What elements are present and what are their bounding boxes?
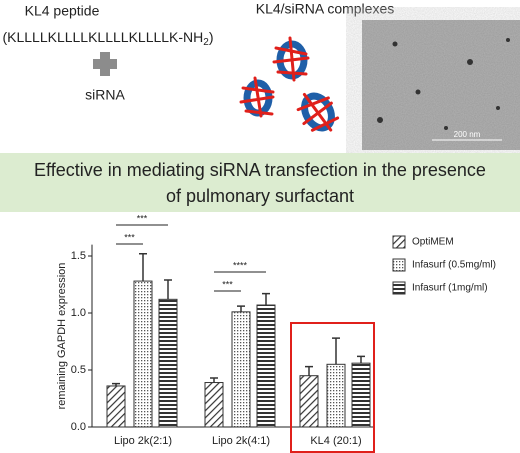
sirna-label: siRNA [85,87,125,103]
x-tick-label: Lipo 2k(4:1) [212,435,270,447]
error-bar [305,365,313,376]
highlight-box [290,322,375,453]
error-bar [210,377,218,383]
legend-label: OptiMEM [412,237,454,248]
y-tick-label: 0.5 [71,364,86,376]
bar [299,375,319,428]
error-bar [112,382,120,386]
bar [106,385,126,428]
error-bar [357,355,365,364]
legend-label: Infasurf (1mg/ml) [412,283,488,294]
legend-label: Infasurf (0.5mg/ml) [412,260,496,271]
bar [351,362,371,428]
significance-label: **** [233,260,248,270]
y-tick-label: 1.0 [71,307,86,319]
banner-line: of pulmonary surfactant [166,186,354,206]
scale-bar-label: 200 nm [454,130,481,139]
banner [0,153,520,212]
formula: (KLLLLKLLLLKLLLLKLLLLK-NH [2,29,203,45]
y-tick-label: 1.5 [71,250,86,262]
banner-line: Effective in mediating siRNA transfectio… [34,160,486,180]
peptide-formula: (KLLLLKLLLLKLLLLKLLLLK-NH2) [2,29,213,48]
bar [204,382,224,428]
significance-label: *** [222,279,233,289]
legend-swatch [392,258,406,272]
error-bar [237,305,245,312]
bar [158,298,178,428]
error-bar [164,279,172,300]
formula-sub: 2 [203,37,209,48]
x-tick-label: Lipo 2k(2:1) [114,435,172,447]
y-tick-label: 0.0 [71,421,86,433]
x-tick-label: KL4 (20:1) [310,435,361,447]
bar [256,304,276,428]
complex-drawings [239,36,340,132]
peptide-title: KL4 peptide [25,3,100,19]
legend-swatch [392,235,406,249]
bar [133,280,153,428]
y-axis-label: remaining GAPDH expression [56,263,68,410]
error-bar [262,292,270,306]
plot: 0.0 0.5 1.0 1.5 Lipo 2k(2:1) Lipo 2k(4:1) KL4 … [71,213,496,453]
error-bar [332,337,340,365]
micrograph: 200 nm [362,20,520,150]
significance-label: *** [124,232,135,242]
error-bar [139,252,147,282]
bar [326,363,346,428]
complexes-title: KL4/siRNA complexes [256,1,395,17]
plus-icon [93,52,117,76]
formula-close: ) [209,29,214,45]
bar [231,311,251,428]
legend-swatch [392,281,406,295]
significance-label: *** [137,213,148,223]
